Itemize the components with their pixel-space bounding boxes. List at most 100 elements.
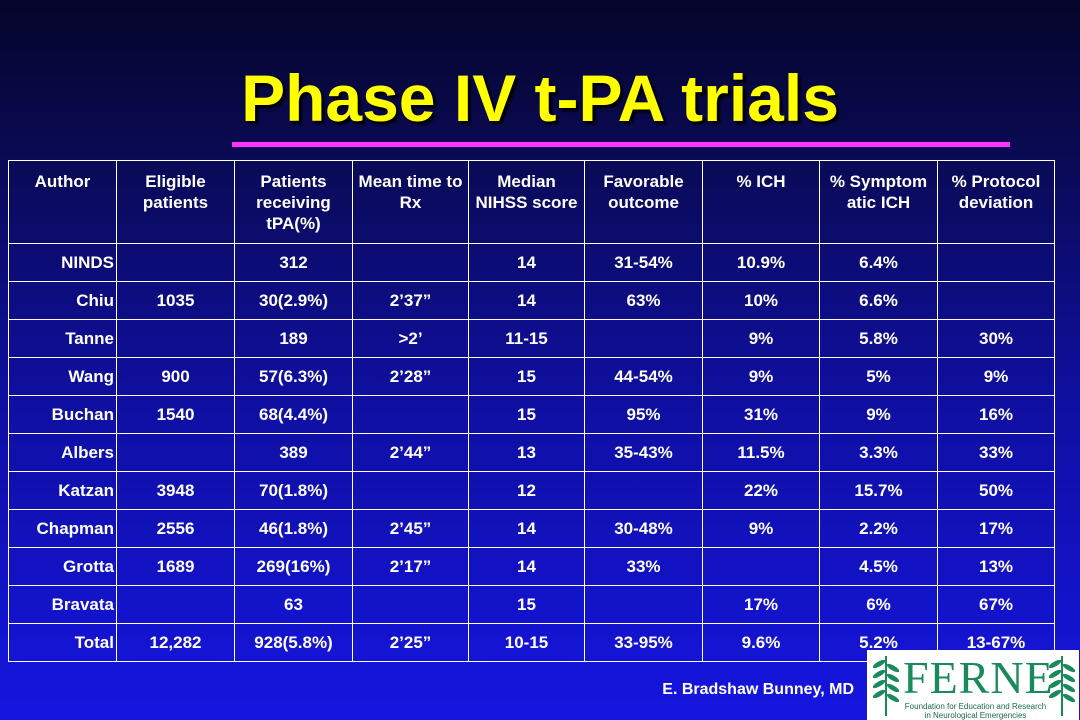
- table-row: Albers 389 2’44” 13 35-43% 11.5% 3.3% 33%: [8, 433, 1055, 472]
- table-cell: 57(6.3%): [234, 357, 353, 396]
- table-cell: 33%: [937, 433, 1055, 472]
- table-cell: 70(1.8%): [234, 471, 353, 510]
- table-cell: 68(4.4%): [234, 395, 353, 434]
- table-row: Chiu 1035 30(2.9%) 2’37” 14 63% 10% 6.6%: [8, 281, 1055, 320]
- table-cell: 1540: [116, 395, 235, 434]
- table-cell: [937, 281, 1055, 320]
- author-cell: Total: [8, 623, 117, 662]
- table-cell: 13: [468, 433, 585, 472]
- table-cell: 44-54%: [584, 357, 703, 396]
- table-row: Total 12,282 928(5.8%) 2’25” 10-15 33-95% 9.6%…: [8, 623, 1055, 662]
- fern-leaf-icon-left: [872, 656, 900, 716]
- table-cell: 63%: [584, 281, 703, 320]
- table-cell: 9.6%: [702, 623, 820, 662]
- table-cell: 2’44”: [352, 433, 469, 472]
- table-cell: 50%: [937, 471, 1055, 510]
- table-cell: 63: [234, 585, 353, 624]
- table-cell: [584, 585, 703, 624]
- table-cell: [352, 585, 469, 624]
- table-cell: 5.8%: [819, 319, 938, 358]
- table-cell: 6.4%: [819, 243, 938, 282]
- logo-wordmark: FERNE: [903, 652, 1054, 703]
- column-header: % Symptom atic ICH: [819, 160, 938, 244]
- table-cell: 33%: [584, 547, 703, 586]
- table-cell: 13%: [937, 547, 1055, 586]
- table-cell: 2’45”: [352, 509, 469, 548]
- table-body: NINDS 312 14 31-54% 10.9% 6.4% Chiu 1035 30(2.9%…: [8, 243, 1055, 662]
- table-cell: [584, 319, 703, 358]
- table-cell: 269(16%): [234, 547, 353, 586]
- table-cell: 9%: [702, 509, 820, 548]
- author-cell: Chapman: [8, 509, 117, 548]
- table-cell: 9%: [702, 319, 820, 358]
- table-cell: 10-15: [468, 623, 585, 662]
- table-cell: 33-95%: [584, 623, 703, 662]
- table-cell: 3.3%: [819, 433, 938, 472]
- slide-title: Phase IV t-PA trials: [241, 61, 839, 135]
- table-row: Buchan 1540 68(4.4%) 15 95% 31% 9% 16%: [8, 395, 1055, 434]
- fern-leaf-icon-right: [1048, 656, 1076, 716]
- column-header: % Protocol deviation: [937, 160, 1055, 244]
- ferne-logo: FERNE Foundation for Education and Resea…: [867, 650, 1079, 720]
- table-cell: 2’28”: [352, 357, 469, 396]
- table-cell: 15: [468, 585, 585, 624]
- table-cell: [584, 471, 703, 510]
- table-cell: 17%: [937, 509, 1055, 548]
- trials-table-container: Author Eligible patients Patients receivin…: [8, 160, 1055, 662]
- table-row: NINDS 312 14 31-54% 10.9% 6.4%: [8, 243, 1055, 282]
- title-underline: [232, 142, 1010, 147]
- table-cell: 3948: [116, 471, 235, 510]
- author-cell: Katzan: [8, 471, 117, 510]
- table-row: Katzan 3948 70(1.8%) 12 22% 15.7% 50%: [8, 471, 1055, 510]
- author-cell: Wang: [8, 357, 117, 396]
- table-cell: 10.9%: [702, 243, 820, 282]
- author-cell: Grotta: [8, 547, 117, 586]
- table-cell: 22%: [702, 471, 820, 510]
- table-cell: 2.2%: [819, 509, 938, 548]
- author-credit: E. Bradshaw Bunney, MD: [662, 681, 854, 698]
- column-header: Author: [8, 160, 117, 244]
- header-row: Author Eligible patients Patients receivin…: [8, 160, 1055, 244]
- table-cell: 15: [468, 395, 585, 434]
- table-cell: 928(5.8%): [234, 623, 353, 662]
- table-cell: [116, 243, 235, 282]
- table-cell: 6.6%: [819, 281, 938, 320]
- table-cell: 12: [468, 471, 585, 510]
- table-cell: [352, 243, 469, 282]
- table-cell: [116, 319, 235, 358]
- table-cell: [116, 433, 235, 472]
- table-cell: 9%: [819, 395, 938, 434]
- table-cell: 35-43%: [584, 433, 703, 472]
- table-cell: [116, 585, 235, 624]
- author-cell: Albers: [8, 433, 117, 472]
- author-cell: Chiu: [8, 281, 117, 320]
- table-cell: 1689: [116, 547, 235, 586]
- table-cell: 312: [234, 243, 353, 282]
- table-cell: 17%: [702, 585, 820, 624]
- table-cell: 14: [468, 281, 585, 320]
- table-cell: 900: [116, 357, 235, 396]
- table-header: Author Eligible patients Patients receivin…: [8, 160, 1055, 244]
- logo-subtitle-line1: Foundation for Education and Research: [904, 702, 1047, 711]
- table-cell: 389: [234, 433, 353, 472]
- table-cell: 31-54%: [584, 243, 703, 282]
- table-cell: 11-15: [468, 319, 585, 358]
- table-cell: 5%: [819, 357, 938, 396]
- table-cell: [702, 547, 820, 586]
- table-row: Grotta 1689 269(16%) 2’17” 14 33% 4.5% 13%: [8, 547, 1055, 586]
- column-header: Mean time to Rx: [352, 160, 469, 244]
- column-header: % ICH: [702, 160, 820, 244]
- author-cell: Buchan: [8, 395, 117, 434]
- table-cell: 67%: [937, 585, 1055, 624]
- table-cell: 14: [468, 243, 585, 282]
- table-cell: 16%: [937, 395, 1055, 434]
- table-cell: 10%: [702, 281, 820, 320]
- table-cell: 14: [468, 547, 585, 586]
- table-cell: 30-48%: [584, 509, 703, 548]
- author-cell: NINDS: [8, 243, 117, 282]
- table-cell: 31%: [702, 395, 820, 434]
- author-cell: Bravata: [8, 585, 117, 624]
- table-cell: 1035: [116, 281, 235, 320]
- table-cell: 95%: [584, 395, 703, 434]
- table-row: Tanne 189 >2’ 11-15 9% 5.8% 30%: [8, 319, 1055, 358]
